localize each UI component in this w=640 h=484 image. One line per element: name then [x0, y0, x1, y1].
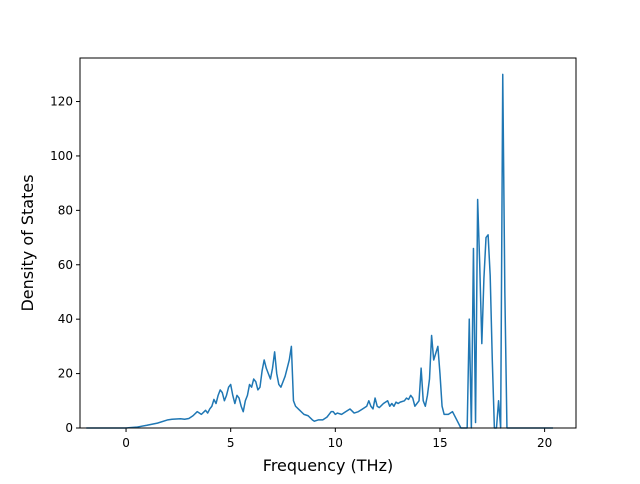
x-tick-label: 10: [328, 436, 343, 450]
series-layer: [86, 73, 553, 429]
y-tick-label: 20: [58, 367, 73, 381]
x-axis-ticks: 0 5 10 15 20: [122, 428, 552, 450]
y-tick-label: 0: [65, 421, 73, 435]
x-tick-label: 5: [227, 436, 235, 450]
dos-line-series-0: [86, 73, 553, 429]
x-tick-label: 20: [537, 436, 552, 450]
y-tick-label: 60: [58, 258, 73, 272]
y-tick-label: 100: [50, 149, 73, 163]
axes-frame: [79, 57, 577, 429]
x-axis-label: Frequency (THz): [263, 456, 393, 475]
y-tick-label: 80: [58, 203, 73, 217]
x-tick-label: 15: [432, 436, 447, 450]
y-axis-label: Density of States: [18, 174, 37, 311]
x-tick-label: 0: [122, 436, 130, 450]
y-tick-label: 40: [58, 312, 73, 326]
y-tick-label: 120: [50, 95, 73, 109]
y-axis-ticks: 0 20 40 60 80 100 120: [50, 95, 80, 435]
